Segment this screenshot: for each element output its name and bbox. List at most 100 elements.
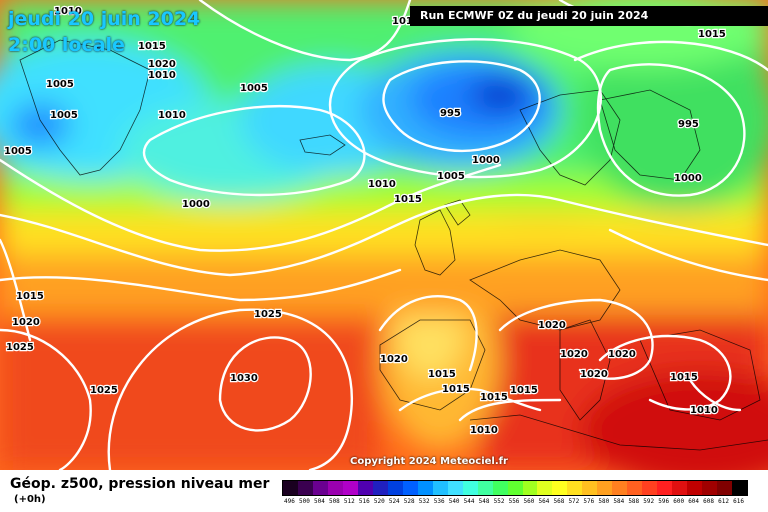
pressure-label: 1020	[380, 354, 408, 365]
pressure-label: 1025	[90, 385, 118, 396]
color-scale-label: 560	[523, 498, 535, 505]
color-scale-swatch	[717, 481, 733, 495]
color-scale-label: 592	[643, 498, 655, 505]
color-scale-swatch	[372, 481, 388, 495]
color-scale-label: 512	[343, 498, 355, 505]
color-scale-label: 608	[703, 498, 714, 505]
pressure-labels: 1010 1015 1015 1020 1010 1005 1005 1005 …	[3, 5, 727, 438]
pressure-label: 1020	[560, 349, 588, 360]
color-scale-swatch	[552, 481, 568, 495]
color-scale-swatch	[387, 481, 403, 495]
color-scale-swatch	[597, 481, 613, 495]
color-scale-swatch	[627, 481, 643, 495]
color-scale-swatch	[432, 481, 448, 495]
pressure-label: 1005	[4, 146, 32, 157]
pressure-label: 1010	[470, 425, 498, 436]
pressure-label: 1010	[148, 70, 176, 81]
pressure-label: 1010	[690, 405, 718, 416]
color-scale-swatch	[522, 481, 538, 495]
color-scale-swatch	[477, 481, 493, 495]
color-scale-label: 596	[658, 498, 670, 505]
color-scale-swatch	[447, 481, 463, 495]
color-scale-label: 524	[388, 498, 400, 505]
color-scale-label: 576	[583, 498, 595, 505]
pressure-label: 1015	[138, 41, 166, 52]
color-scale-swatch	[642, 481, 658, 495]
color-scale-label: 600	[673, 498, 685, 505]
color-scale-label: 508	[328, 498, 340, 505]
copyright-text: Copyright 2024 Meteociel.fr	[350, 456, 508, 467]
color-scale-label: 528	[403, 498, 415, 505]
weather-map: 1010 1015 1015 1020 1010 1005 1005 1005 …	[0, 0, 768, 470]
pressure-label: 1000	[472, 155, 500, 166]
pressure-label: 1015	[428, 369, 456, 380]
color-scale-swatch	[417, 481, 433, 495]
run-info-banner: Run ECMWF 0Z du jeudi 20 juin 2024	[410, 6, 768, 26]
color-scale-swatch	[312, 481, 328, 495]
color-scale-swatch	[612, 481, 628, 495]
pressure-label: 1020	[580, 369, 608, 380]
color-scale-label: 496	[284, 498, 295, 505]
pressure-label: 1015	[510, 385, 538, 396]
color-scale-swatch	[297, 481, 313, 495]
color-scale-label: 556	[508, 498, 520, 505]
color-scale-label: 540	[448, 498, 460, 505]
pressure-label: 1025	[6, 342, 34, 353]
color-scale-swatch	[732, 481, 748, 495]
color-scale-swatch	[462, 481, 478, 495]
color-scale-label: 552	[493, 498, 505, 505]
pressure-label: 1000	[674, 173, 702, 184]
color-scale-swatch	[672, 481, 688, 495]
color-scale-swatch	[687, 481, 703, 495]
pressure-label: 1005	[46, 79, 74, 90]
color-scale-label: 584	[613, 498, 625, 505]
pressure-label: 1025	[254, 309, 282, 320]
pressure-label: 1015	[480, 392, 508, 403]
pressure-label: 1030	[230, 373, 258, 384]
color-scale-swatch	[537, 481, 553, 495]
pressure-label: 1010	[158, 110, 186, 121]
color-scale-label: 520	[373, 498, 385, 505]
legend-subtitle: (+0h)	[14, 494, 46, 505]
color-scale-swatch	[657, 481, 673, 495]
pressure-label: 1015	[442, 384, 470, 395]
color-scale-labels: 496 500 504 508 512 516 520 524 528 532 536 540 544 5…	[282, 498, 746, 508]
color-scale-label: 604	[688, 498, 700, 505]
pressure-label: 1010	[368, 179, 396, 190]
color-scale-label: 516	[358, 498, 370, 505]
color-scale-label: 548	[478, 498, 490, 505]
color-scale-label: 500	[299, 498, 310, 505]
color-scale-label: 612	[718, 498, 729, 505]
color-scale-label: 568	[553, 498, 565, 505]
pressure-label: 1000	[182, 199, 210, 210]
color-scale-swatch	[283, 481, 298, 495]
color-scale-label: 536	[433, 498, 445, 505]
legend-title: Géop. z500, pression niveau mer	[10, 476, 270, 492]
pressure-label: 1010	[54, 6, 82, 17]
color-scale-label: 532	[418, 498, 430, 505]
color-scale-swatch	[702, 481, 718, 495]
legend-panel: Géop. z500, pression niveau mer (+0h) 49…	[0, 470, 768, 512]
color-scale-label: 564	[538, 498, 550, 505]
pressure-label: 1020	[608, 349, 636, 360]
color-scale-label: 544	[463, 498, 475, 505]
color-scale-swatch	[567, 481, 583, 495]
pressure-label: 995	[440, 108, 461, 119]
pressure-label: 1015	[698, 29, 726, 40]
color-scale-swatch	[402, 481, 418, 495]
color-scale-swatch	[492, 481, 508, 495]
pressure-label: 1020	[538, 320, 566, 331]
color-scale-swatch	[582, 481, 598, 495]
pressure-label: 1020	[148, 59, 176, 70]
color-scale-label: 504	[313, 498, 325, 505]
color-scale-swatch	[342, 481, 358, 495]
pressure-label: 1020	[12, 317, 40, 328]
color-scale-label: 580	[598, 498, 610, 505]
pressure-label: 1005	[240, 83, 268, 94]
map-date-title: jeudi 20 juin 2024	[8, 8, 201, 30]
color-scale-label: 572	[568, 498, 580, 505]
color-scale-label: 616	[733, 498, 744, 505]
pressure-label: 995	[678, 119, 699, 130]
color-scale	[282, 480, 748, 496]
color-scale-label: 588	[628, 498, 640, 505]
